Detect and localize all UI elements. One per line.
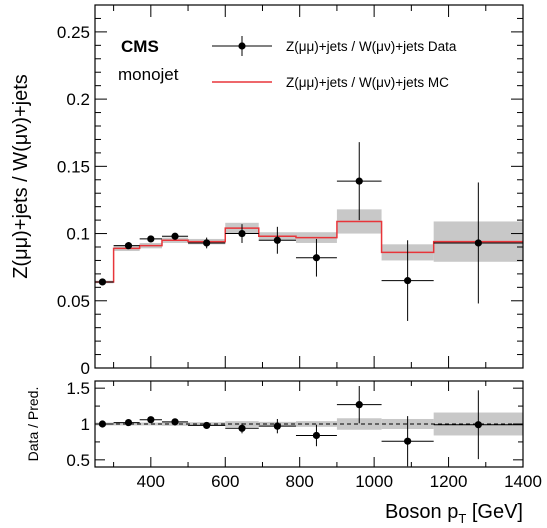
ratio-y-tick-label: 1 <box>81 415 90 434</box>
main-y-axis-label: Z(μμ)+jets / W(μν)+jets <box>10 74 32 279</box>
ratio-axis-ticks: 0.5 1 1.5 400 600 800 1000 1200 1400 <box>66 379 542 491</box>
cms-experiment-label: CMS <box>121 37 159 56</box>
x-axis-label-subscript: T <box>458 511 466 526</box>
main-y-tick-label: 0.2 <box>66 90 90 109</box>
main-data-point <box>98 278 107 286</box>
x-axis-label-unit: [GeV] <box>466 501 523 523</box>
main-data-point <box>312 254 321 262</box>
main-data-point <box>404 277 412 285</box>
ratio-y-tick-label: 0.5 <box>66 451 90 470</box>
main-y-tick-label: 0.05 <box>57 292 90 311</box>
ratio-data-point <box>124 418 133 427</box>
ratio-data-point <box>355 401 363 409</box>
legend-data-point <box>238 42 246 50</box>
ratio-y-axis-label: Data / Pred. <box>25 387 41 462</box>
x-axis-label-main: Boson p <box>385 501 458 523</box>
x-tick-label: 600 <box>211 472 239 491</box>
ratio-band-bin <box>139 422 162 426</box>
selection-label: monojet <box>118 65 179 84</box>
main-y-tick-label: 0.1 <box>66 225 90 244</box>
main-axis-ticks: 0 0.05 0.1 0.15 0.2 0.25 <box>57 5 524 378</box>
main-data-point <box>147 235 155 243</box>
ratio-data-point <box>312 431 321 440</box>
main-frame <box>94 4 524 369</box>
main-data-point <box>273 236 281 244</box>
x-tick-label: 1000 <box>355 472 393 491</box>
main-y-tick-label: 0 <box>81 359 90 378</box>
main-y-tick-label: 0.25 <box>57 23 90 42</box>
x-tick-label: 800 <box>286 472 314 491</box>
main-data-point <box>355 177 363 185</box>
ratio-band-bin <box>295 421 337 427</box>
ratio-panel: 0.5 1 1.5 400 600 800 1000 1200 1400 Data / Pred… <box>25 379 542 526</box>
ratio-data-point <box>171 418 179 426</box>
main-panel: 0 0.05 0.1 0.15 0.2 0.25 Z(μμ)+jets / W(μν)+j… <box>10 4 524 378</box>
ratio-data-point <box>474 421 482 429</box>
ratio-data-point <box>238 424 246 432</box>
ratio-data-point <box>404 437 412 445</box>
legend-entry-data: Z(μμ)+jets / W(μν)+jets Data <box>286 39 457 54</box>
main-data-points <box>95 142 523 321</box>
legend-data-marker <box>212 36 272 56</box>
main-data-point <box>171 232 179 240</box>
x-axis-label: Boson pT [GeV] <box>385 501 523 526</box>
main-data-point <box>474 239 482 247</box>
legend-entry-mc: Z(μμ)+jets / W(μν)+jets MC <box>286 75 449 90</box>
x-tick-label: 400 <box>137 472 165 491</box>
ratio-band-bin <box>336 418 382 430</box>
main-y-tick-label: 0.15 <box>57 157 90 176</box>
ratio-data-point <box>147 416 155 424</box>
main-data-point <box>124 242 133 250</box>
ratio-data-point <box>273 422 281 430</box>
ratio-y-tick-label: 1.5 <box>66 379 90 398</box>
x-tick-label: 1200 <box>430 472 468 491</box>
x-tick-label: 1400 <box>504 472 542 491</box>
legend: Z(μμ)+jets / W(μν)+jets Data Z(μμ)+jets … <box>212 36 457 90</box>
ratio-data-point <box>203 421 211 430</box>
main-data-point <box>238 229 246 238</box>
main-data-point <box>203 239 211 247</box>
